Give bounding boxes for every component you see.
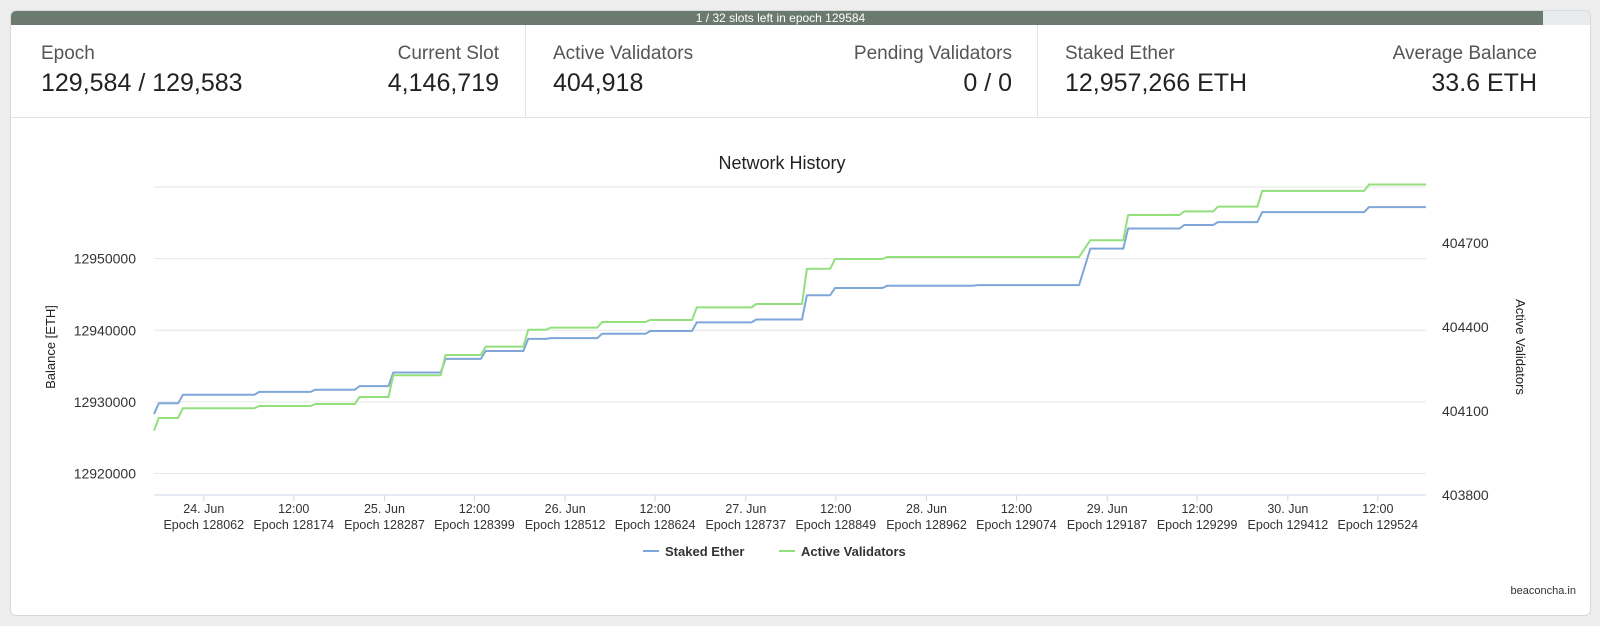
y-tick-label: 12930000 <box>74 394 137 410</box>
stat-active-validators-label: Active Validators <box>553 43 694 64</box>
stat-pending-validators-value: 0 / 0 <box>963 69 1012 97</box>
stats-group-epoch: Epoch 129,584 / 129,583 Current Slot 4,1… <box>11 25 525 117</box>
stat-staked-ether: Staked Ether 12,957,266 ETH <box>1065 43 1247 98</box>
x-tick-label: 27. Jun <box>725 502 766 516</box>
y2-tick-label: 403800 <box>1442 487 1489 503</box>
stat-epoch-label: Epoch <box>41 43 95 64</box>
x-tick-label-epoch: Epoch 128849 <box>795 518 876 532</box>
x-tick-label: 12:00 <box>820 502 851 516</box>
network-history-chart: Network History 12920000 12930000 12940000 1… <box>43 153 1528 559</box>
stats-row: Epoch 129,584 / 129,583 Current Slot 4,1… <box>11 25 1590 118</box>
x-tick-label: 25. Jun <box>364 502 405 516</box>
x-tick-label-epoch: Epoch 129074 <box>976 518 1057 532</box>
x-tick-label: 12:00 <box>1181 502 1212 516</box>
stat-staked-ether-value: 12,957,266 ETH <box>1065 69 1248 97</box>
y-tick-label: 12950000 <box>74 251 137 267</box>
x-tick-label: 30. Jun <box>1267 502 1308 516</box>
epoch-progress-bar: 1 / 32 slots left in epoch 129584 <box>11 11 1590 25</box>
chart-credit[interactable]: beaconcha.in <box>1510 585 1576 597</box>
x-tick-label: 24. Jun <box>183 502 224 516</box>
y-tick-label: 12940000 <box>74 322 137 338</box>
stat-active-validators-value: 404,918 <box>553 69 644 97</box>
stat-average-balance: Average Balance 33.6 ETH <box>1393 43 1537 98</box>
stat-active-validators: Active Validators 404,918 <box>553 43 693 98</box>
epoch-progress-text: 1 / 32 slots left in epoch 129584 <box>695 11 866 25</box>
x-tick-label: 12:00 <box>278 502 309 516</box>
x-tick-label: 12:00 <box>459 502 490 516</box>
x-tick-label: 29. Jun <box>1087 502 1128 516</box>
x-tick-label-epoch: Epoch 128399 <box>434 518 515 532</box>
legend-item: Active Validators <box>801 544 906 559</box>
x-tick-label: 12:00 <box>1001 502 1032 516</box>
x-tick-label-epoch: Epoch 128962 <box>886 518 967 532</box>
series-line-staked-ether <box>153 206 1426 415</box>
y2-axis-title: Active Validators <box>1513 299 1528 395</box>
series-line-active-validators <box>153 183 1426 431</box>
network-card: 1 / 32 slots left in epoch 129584 Epoch … <box>10 10 1591 616</box>
stat-average-balance-value: 33.6 ETH <box>1431 69 1537 97</box>
x-tick-label-epoch: Epoch 128062 <box>163 518 244 532</box>
y2-tick-label: 404100 <box>1442 403 1489 419</box>
stat-average-balance-label: Average Balance <box>1392 43 1537 64</box>
stats-group-validators: Active Validators 404,918 Pending Valida… <box>525 25 1038 117</box>
legend-item: Staked Ether <box>665 544 744 559</box>
x-tick-label-epoch: Epoch 129412 <box>1248 518 1329 532</box>
y2-tick-label: 404400 <box>1442 319 1489 335</box>
x-tick-label: 28. Jun <box>906 502 947 516</box>
x-tick-label-epoch: Epoch 129524 <box>1337 518 1418 532</box>
stat-staked-ether-label: Staked Ether <box>1065 43 1175 64</box>
x-tick-label: 26. Jun <box>545 502 586 516</box>
x-tick-label-epoch: Epoch 129299 <box>1157 518 1238 532</box>
stat-pending-validators: Pending Validators 0 / 0 <box>854 43 1012 98</box>
chart-title: Network History <box>718 153 845 173</box>
y2-tick-label: 404700 <box>1442 235 1489 251</box>
x-tick-label-epoch: Epoch 128737 <box>706 518 787 532</box>
stats-group-ether: Staked Ether 12,957,266 ETH Average Bala… <box>1037 25 1590 117</box>
stat-epoch-value: 129,584 / 129,583 <box>41 69 243 97</box>
stat-current-slot: Current Slot 4,146,719 <box>388 43 499 98</box>
x-tick-label-epoch: Epoch 128174 <box>253 518 334 532</box>
x-tick-label: 12:00 <box>1362 502 1393 516</box>
x-tick-label: 12:00 <box>639 502 670 516</box>
epoch-progress-fill <box>11 11 1543 25</box>
y-axis-title: Balance [ETH] <box>43 305 58 389</box>
stat-current-slot-value: 4,146,719 <box>387 69 499 97</box>
stat-current-slot-label: Current Slot <box>397 43 499 64</box>
stat-epoch: Epoch 129,584 / 129,583 <box>41 43 243 98</box>
y-tick-label: 12920000 <box>74 466 137 482</box>
x-tick-label-epoch: Epoch 129187 <box>1067 518 1148 532</box>
x-tick-label-epoch: Epoch 128287 <box>344 518 425 532</box>
x-tick-label-epoch: Epoch 128512 <box>525 518 606 532</box>
stat-pending-validators-label: Pending Validators <box>853 43 1012 64</box>
x-tick-label-epoch: Epoch 128624 <box>615 518 696 532</box>
